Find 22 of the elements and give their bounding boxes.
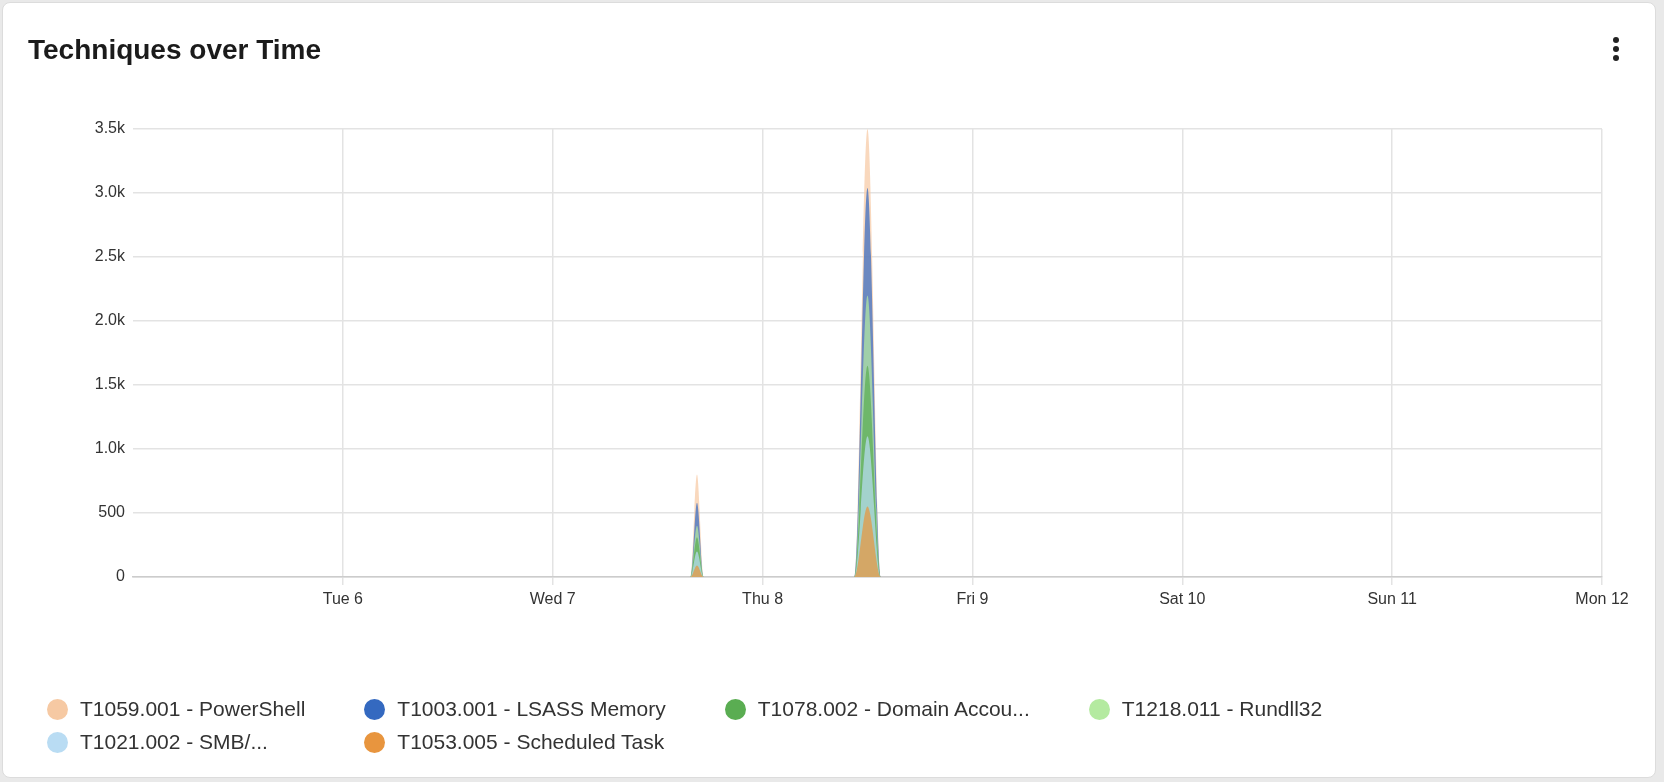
y-tick-label: 1.5k <box>94 375 126 393</box>
y-tick-label: 3.0k <box>94 183 126 201</box>
x-tick-label: Mon 12 <box>1575 590 1629 608</box>
y-tick-label: 500 <box>98 503 126 521</box>
x-tick-label: Fri 9 <box>956 590 989 608</box>
y-tick-label: 2.0k <box>94 311 126 329</box>
legend-label: T1059.001 - PowerShell <box>80 697 306 721</box>
legend-label: T1218.011 - Rundll32 <box>1121 697 1323 721</box>
legend-label: T1021.002 - SMB/... <box>80 730 268 754</box>
y-tick-label: 1.0k <box>94 439 126 457</box>
legend-label: T1078.002 - Domain Accou... <box>757 697 1030 721</box>
x-tick-label: Wed 7 <box>529 590 576 608</box>
y-tick-label: 2.5k <box>94 247 126 265</box>
x-tick-label: Sun 11 <box>1367 590 1417 608</box>
legend-label: T1003.001 - LSASS Memory <box>397 697 666 721</box>
y-tick-label: 0 <box>116 567 126 585</box>
x-tick-label: Tue 6 <box>322 590 364 608</box>
x-tick-label: Sat 10 <box>1159 590 1206 608</box>
legend-label: T1053.005 - Scheduled Task <box>397 730 665 754</box>
x-tick-label: Thu 8 <box>742 590 784 608</box>
chart-title: Techniques over Time <box>28 33 322 67</box>
y-tick-label: 3.5k <box>94 119 126 137</box>
